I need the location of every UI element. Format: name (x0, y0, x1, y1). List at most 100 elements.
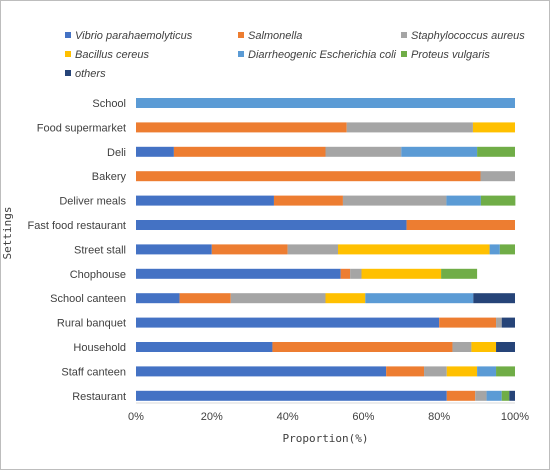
bar-segment-vibrio-parahaemolyticus (136, 366, 387, 377)
bar-segment-salmonella (179, 293, 231, 304)
category-label-fast-food-restaurant: Fast food restaurant (28, 220, 126, 232)
bar-segment-proteus-vulgaris (501, 390, 510, 401)
category-label-deliver-meals: Deliver meals (59, 196, 126, 208)
bar-segment-vibrio-parahaemolyticus (136, 220, 407, 230)
legend-swatch (401, 51, 407, 57)
category-label-staff-canteen: Staff canteen (61, 366, 126, 378)
bar-segment-diarrheogenic-escherichia-coli (136, 98, 515, 108)
bar-row-bakery (136, 171, 515, 182)
bar-segment-diarrheogenic-escherichia-coli (401, 146, 478, 157)
bar-row-chophouse (136, 268, 478, 279)
bar-segment-staphylococcus-aureus (346, 122, 473, 133)
legend-item-others: others (65, 68, 106, 80)
bar-segment-salmonella (273, 195, 343, 206)
bar-segment-bacillus-cereus (338, 244, 490, 255)
bar-segment-others (501, 317, 515, 328)
legend-swatch (238, 32, 244, 38)
bar-segment-diarrheogenic-escherichia-coli (486, 390, 502, 401)
bar-row-food-supermarket (136, 122, 515, 133)
x-axis-title: Proportion(%) (282, 432, 368, 445)
legend-label: Bacillus cereus (75, 49, 149, 61)
bar-segment-vibrio-parahaemolyticus (136, 317, 440, 328)
bar-segment-staphylococcus-aureus (350, 268, 362, 279)
bar-row-staff-canteen (136, 366, 515, 377)
bar-segment-vibrio-parahaemolyticus (136, 244, 212, 255)
bar-segment-bacillus-cereus (472, 122, 515, 133)
bar-segment-salmonella (386, 366, 425, 377)
bar-segment-salmonella (173, 146, 326, 157)
category-label-chophouse: Chophouse (70, 269, 126, 281)
bar-segment-others (496, 342, 515, 352)
bar-segment-diarrheogenic-escherichia-coli (477, 366, 497, 377)
bar-segment-salmonella (439, 317, 497, 328)
x-tick-label: 0% (128, 411, 144, 423)
bar-segment-bacillus-cereus (471, 342, 497, 352)
bar-segment-staphylococcus-aureus (480, 171, 515, 182)
bar-segment-staphylococcus-aureus (325, 146, 402, 157)
legend-swatch (238, 51, 244, 57)
bar-segment-salmonella (136, 171, 481, 182)
bar-segment-proteus-vulgaris (480, 195, 516, 206)
x-tick-label: 80% (428, 411, 450, 423)
bar-segment-vibrio-parahaemolyticus (136, 268, 341, 279)
bar-segment-diarrheogenic-escherichia-coli (365, 293, 474, 304)
category-label-food-supermarket: Food supermarket (37, 122, 126, 134)
bar-segment-proteus-vulgaris (499, 244, 515, 255)
x-tick-label: 20% (201, 411, 223, 423)
x-tick-label: 100% (501, 411, 529, 423)
legend-item-diarrheogenic-escherichia-coli: Diarrheogenic Escherichia coli (238, 49, 397, 61)
bar-segment-vibrio-parahaemolyticus (136, 390, 447, 401)
legend-item-staphylococcus-aureus: Staphylococcus aureus (401, 30, 525, 42)
bar-segment-salmonella (446, 390, 476, 401)
bar-segment-bacillus-cereus (325, 293, 366, 304)
bar-segment-salmonella (406, 220, 515, 230)
x-axis-tick-labels: 0% 20% 40% 60% 80% 100% (128, 411, 529, 423)
bar-row-street-stall (136, 244, 515, 255)
legend-item-bacillus-cereus: Bacillus cereus (65, 49, 149, 61)
legend-swatch (65, 70, 71, 76)
category-label-school: School (92, 98, 126, 110)
bar-segment-staphylococcus-aureus (230, 293, 326, 304)
bar-row-school-canteen (136, 293, 515, 304)
bar-segment-salmonella (272, 342, 453, 352)
legend-label: Staphylococcus aureus (411, 30, 525, 42)
category-label-restaurant: Restaurant (72, 391, 126, 403)
bar-segment-others (509, 390, 515, 401)
bar-row-fast-food-restaurant (136, 220, 515, 230)
bar-row-deli (136, 146, 515, 157)
category-axis-labels: School Food supermarket Deli Bakery Deliver … (28, 98, 127, 403)
bar-segment-salmonella (136, 122, 347, 133)
bar-segment-staphylococcus-aureus (475, 390, 487, 401)
bar-area (136, 98, 516, 401)
bar-segment-diarrheogenic-escherichia-coli (489, 244, 500, 255)
bar-row-restaurant (136, 390, 515, 401)
category-label-school-canteen: School canteen (50, 293, 126, 305)
legend-item-salmonella: Salmonella (238, 30, 302, 42)
x-tick-label: 60% (352, 411, 374, 423)
category-label-rural-banquet: Rural banquet (57, 318, 126, 330)
legend-label: Salmonella (248, 30, 302, 42)
category-label-street-stall: Street stall (74, 244, 126, 256)
bar-segment-salmonella (340, 268, 351, 279)
legend-swatch (65, 32, 71, 38)
bar-segment-bacillus-cereus (361, 268, 442, 279)
category-label-bakery: Bakery (92, 171, 127, 183)
bar-segment-staphylococcus-aureus (287, 244, 339, 255)
category-label-deli: Deli (107, 147, 126, 159)
bar-segment-vibrio-parahaemolyticus (136, 293, 180, 304)
bar-segment-vibrio-parahaemolyticus (136, 146, 174, 157)
legend-label: Vibrio parahaemolyticus (75, 30, 193, 42)
bar-segment-vibrio-parahaemolyticus (136, 342, 273, 352)
bar-segment-bacillus-cereus (446, 366, 478, 377)
bar-segment-staphylococcus-aureus (342, 195, 447, 206)
legend-label: others (75, 68, 106, 80)
legend-label: Diarrheogenic Escherichia coli (248, 49, 397, 61)
legend-swatch (401, 32, 407, 38)
bar-segment-staphylococcus-aureus (424, 366, 447, 377)
chart-legend: Vibrio parahaemolyticus Salmonella Staphyl… (65, 30, 525, 80)
bar-segment-proteus-vulgaris (441, 268, 478, 279)
legend-swatch (65, 51, 71, 57)
bar-segment-others (473, 293, 515, 304)
